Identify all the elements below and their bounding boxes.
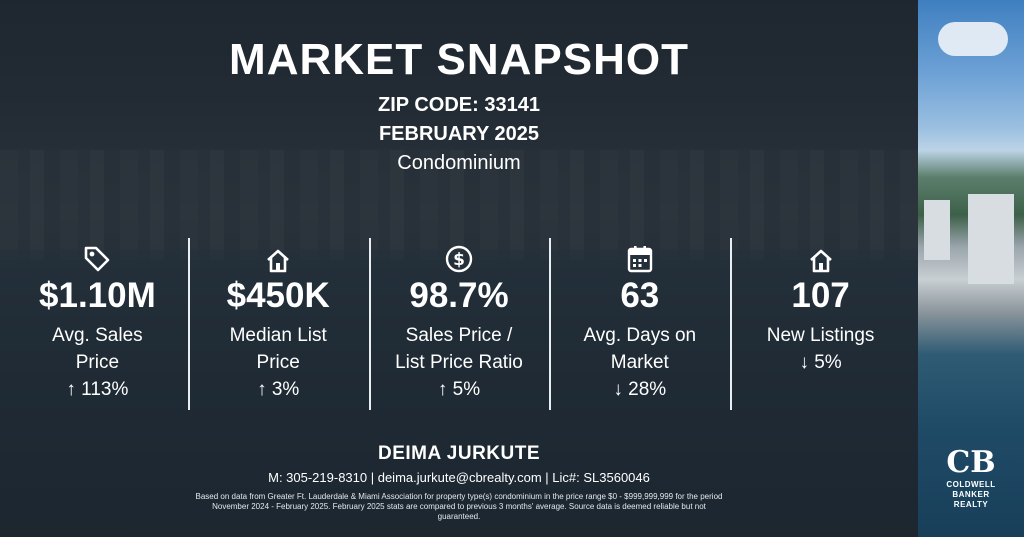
house-icon bbox=[188, 238, 369, 274]
agent-contact: M: 305-219-8310 | deima.jurkute@cbrealty… bbox=[268, 470, 650, 485]
brand-line2: BANKER bbox=[952, 490, 990, 499]
stat-value: $1.10M bbox=[39, 276, 156, 315]
stat-change: ↑ 5% bbox=[437, 379, 481, 400]
building bbox=[924, 200, 950, 260]
stat-price-ratio: $ 98.7% Sales Price / List Price Ratio ↑ … bbox=[368, 238, 550, 410]
stat-median-list-price: $450K Median List Price ↑ 3% bbox=[187, 238, 369, 410]
brand-line1: COLDWELL bbox=[946, 480, 996, 489]
building bbox=[968, 194, 1014, 284]
zip-code: ZIP CODE: 33141 bbox=[378, 94, 540, 116]
stat-value: 107 bbox=[791, 276, 850, 315]
stat-change: ↓ 5% bbox=[799, 352, 842, 373]
svg-text:$: $ bbox=[453, 250, 465, 270]
brand-mark: CB bbox=[946, 445, 996, 480]
calendar-icon bbox=[549, 238, 730, 274]
stat-change: ↑ 3% bbox=[257, 379, 300, 400]
stat-value: $450K bbox=[226, 276, 330, 315]
disclaimer: Based on data from Greater Ft. Lauderdal… bbox=[195, 492, 723, 521]
dollar-circle-icon: $ bbox=[369, 238, 550, 274]
stat-days-on-market: 63 Avg. Days on Market ↓ 28% bbox=[549, 238, 730, 410]
cloud bbox=[938, 22, 1008, 56]
side-photo: CB COLDWELL BANKER REALTY bbox=[918, 0, 1024, 537]
stat-label: New Listings bbox=[766, 325, 875, 346]
stat-change: ↑ 113% bbox=[66, 379, 129, 400]
brand-line3: REALTY bbox=[953, 500, 989, 509]
stat-value: 98.7% bbox=[409, 276, 509, 315]
stats-row: $1.10M Avg. Sales Price ↑ 113% $450K Medi… bbox=[7, 238, 911, 410]
page-title: MARKET SNAPSHOT bbox=[229, 35, 689, 84]
dark-overlay bbox=[0, 0, 918, 537]
brand-logo: CB COLDWELL BANKER REALTY bbox=[918, 446, 1024, 510]
stat-label: Sales Price / List Price Ratio bbox=[395, 325, 523, 373]
price-tag-icon bbox=[7, 238, 188, 274]
house-icon bbox=[730, 238, 911, 274]
stat-change: ↓ 28% bbox=[613, 379, 667, 400]
stat-new-listings: 107 New Listings ↓ 5% bbox=[730, 238, 911, 410]
property-type: Condominium bbox=[397, 152, 521, 174]
stat-label: Median List Price bbox=[229, 325, 327, 373]
agent-name: DEIMA JURKUTE bbox=[377, 443, 541, 464]
stat-avg-sales-price: $1.10M Avg. Sales Price ↑ 113% bbox=[7, 238, 188, 410]
stat-label: Avg. Days on Market bbox=[583, 325, 697, 373]
stat-label: Avg. Sales Price bbox=[52, 325, 143, 373]
report-period: FEBRUARY 2025 bbox=[378, 123, 540, 145]
stat-value: 63 bbox=[620, 276, 660, 315]
